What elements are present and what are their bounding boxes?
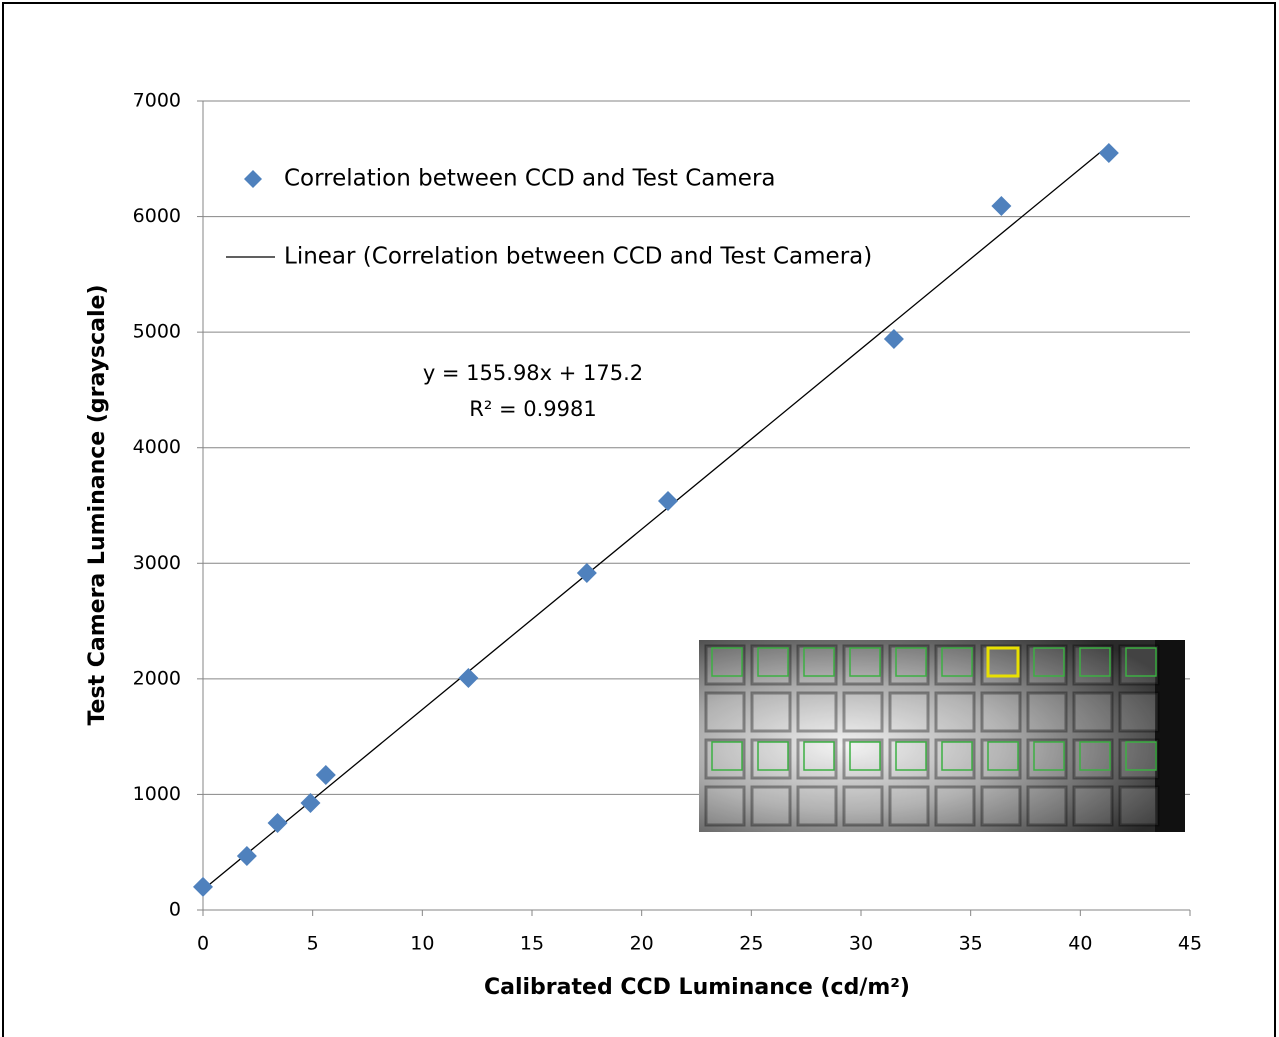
point xyxy=(657,490,678,511)
y-tick-label: 5000 xyxy=(133,321,181,343)
legend-marker xyxy=(244,170,262,188)
x-tick-label: 10 xyxy=(410,933,434,955)
x-tick-label: 25 xyxy=(739,933,763,955)
roi-box xyxy=(849,741,881,771)
point xyxy=(883,328,904,349)
roi-box xyxy=(941,647,973,677)
roi-box xyxy=(849,647,881,677)
roi-box xyxy=(803,741,835,771)
x-axis-title: Calibrated CCD Luminance (cd/m²) xyxy=(484,975,910,1000)
image-cell xyxy=(704,785,746,827)
roi-box xyxy=(895,741,927,771)
roi-box xyxy=(986,646,1020,678)
trend-equation: y = 155.98x + 175.2 xyxy=(423,361,643,385)
camera-image xyxy=(699,640,1185,832)
trend-r2: R² = 0.9981 xyxy=(469,397,596,421)
image-cell xyxy=(1026,785,1068,827)
roi-box xyxy=(711,647,743,677)
image-cell xyxy=(980,785,1022,827)
y-tick-label: 4000 xyxy=(133,436,181,458)
x-tick-label: 35 xyxy=(959,933,983,955)
point xyxy=(267,812,288,833)
y-tick-label: 7000 xyxy=(133,90,181,112)
roi-box xyxy=(1079,647,1111,677)
y-tick-label: 3000 xyxy=(133,552,181,574)
image-cell xyxy=(842,785,884,827)
point xyxy=(991,195,1012,216)
roi-box xyxy=(1079,741,1111,771)
point xyxy=(236,846,257,867)
image-cell xyxy=(1072,785,1114,827)
legend-label: Linear (Correlation between CCD and Test… xyxy=(284,244,872,270)
image-cell xyxy=(1118,691,1160,733)
image-cell xyxy=(1118,785,1160,827)
image-cell xyxy=(980,691,1022,733)
x-tick-label: 20 xyxy=(630,933,654,955)
roi-box xyxy=(941,741,973,771)
roi-box xyxy=(757,741,789,771)
roi-box xyxy=(803,647,835,677)
roi-box xyxy=(1125,741,1157,771)
image-cell xyxy=(1026,691,1068,733)
point xyxy=(300,792,321,813)
roi-box xyxy=(1125,647,1157,677)
roi-box xyxy=(757,647,789,677)
y-tick-label: 6000 xyxy=(133,205,181,227)
image-edge xyxy=(1155,640,1185,832)
y-axis-title: Test Camera Luminance (grayscale) xyxy=(85,284,110,725)
image-cell xyxy=(750,785,792,827)
image-cell xyxy=(934,785,976,827)
image-cell xyxy=(1072,691,1114,733)
image-cell xyxy=(888,785,930,827)
x-tick-label: 5 xyxy=(307,933,319,955)
x-tick-label: 40 xyxy=(1068,933,1092,955)
legend-label: Correlation between CCD and Test Camera xyxy=(284,166,776,192)
x-tick-label: 45 xyxy=(1178,933,1202,955)
image-cell xyxy=(842,691,884,733)
y-tick-label: 2000 xyxy=(133,667,181,689)
point xyxy=(458,668,479,689)
image-cell xyxy=(934,691,976,733)
point xyxy=(1098,143,1119,164)
image-cell xyxy=(704,691,746,733)
roi-box xyxy=(895,647,927,677)
trend-line xyxy=(202,144,1110,891)
y-tick-label: 0 xyxy=(169,899,181,921)
image-cell xyxy=(888,691,930,733)
x-tick-label: 15 xyxy=(520,933,544,955)
x-tick-label: 30 xyxy=(849,933,873,955)
image-cell xyxy=(796,691,838,733)
y-tick-label: 1000 xyxy=(133,783,181,805)
point xyxy=(576,562,597,583)
point xyxy=(193,876,213,897)
x-tick-label: 0 xyxy=(197,933,209,955)
point xyxy=(315,765,336,786)
roi-box xyxy=(711,741,743,771)
image-cell xyxy=(796,785,838,827)
image-cell xyxy=(750,691,792,733)
roi-box xyxy=(987,741,1019,771)
roi-box xyxy=(1033,741,1065,771)
roi-box xyxy=(1033,647,1065,677)
